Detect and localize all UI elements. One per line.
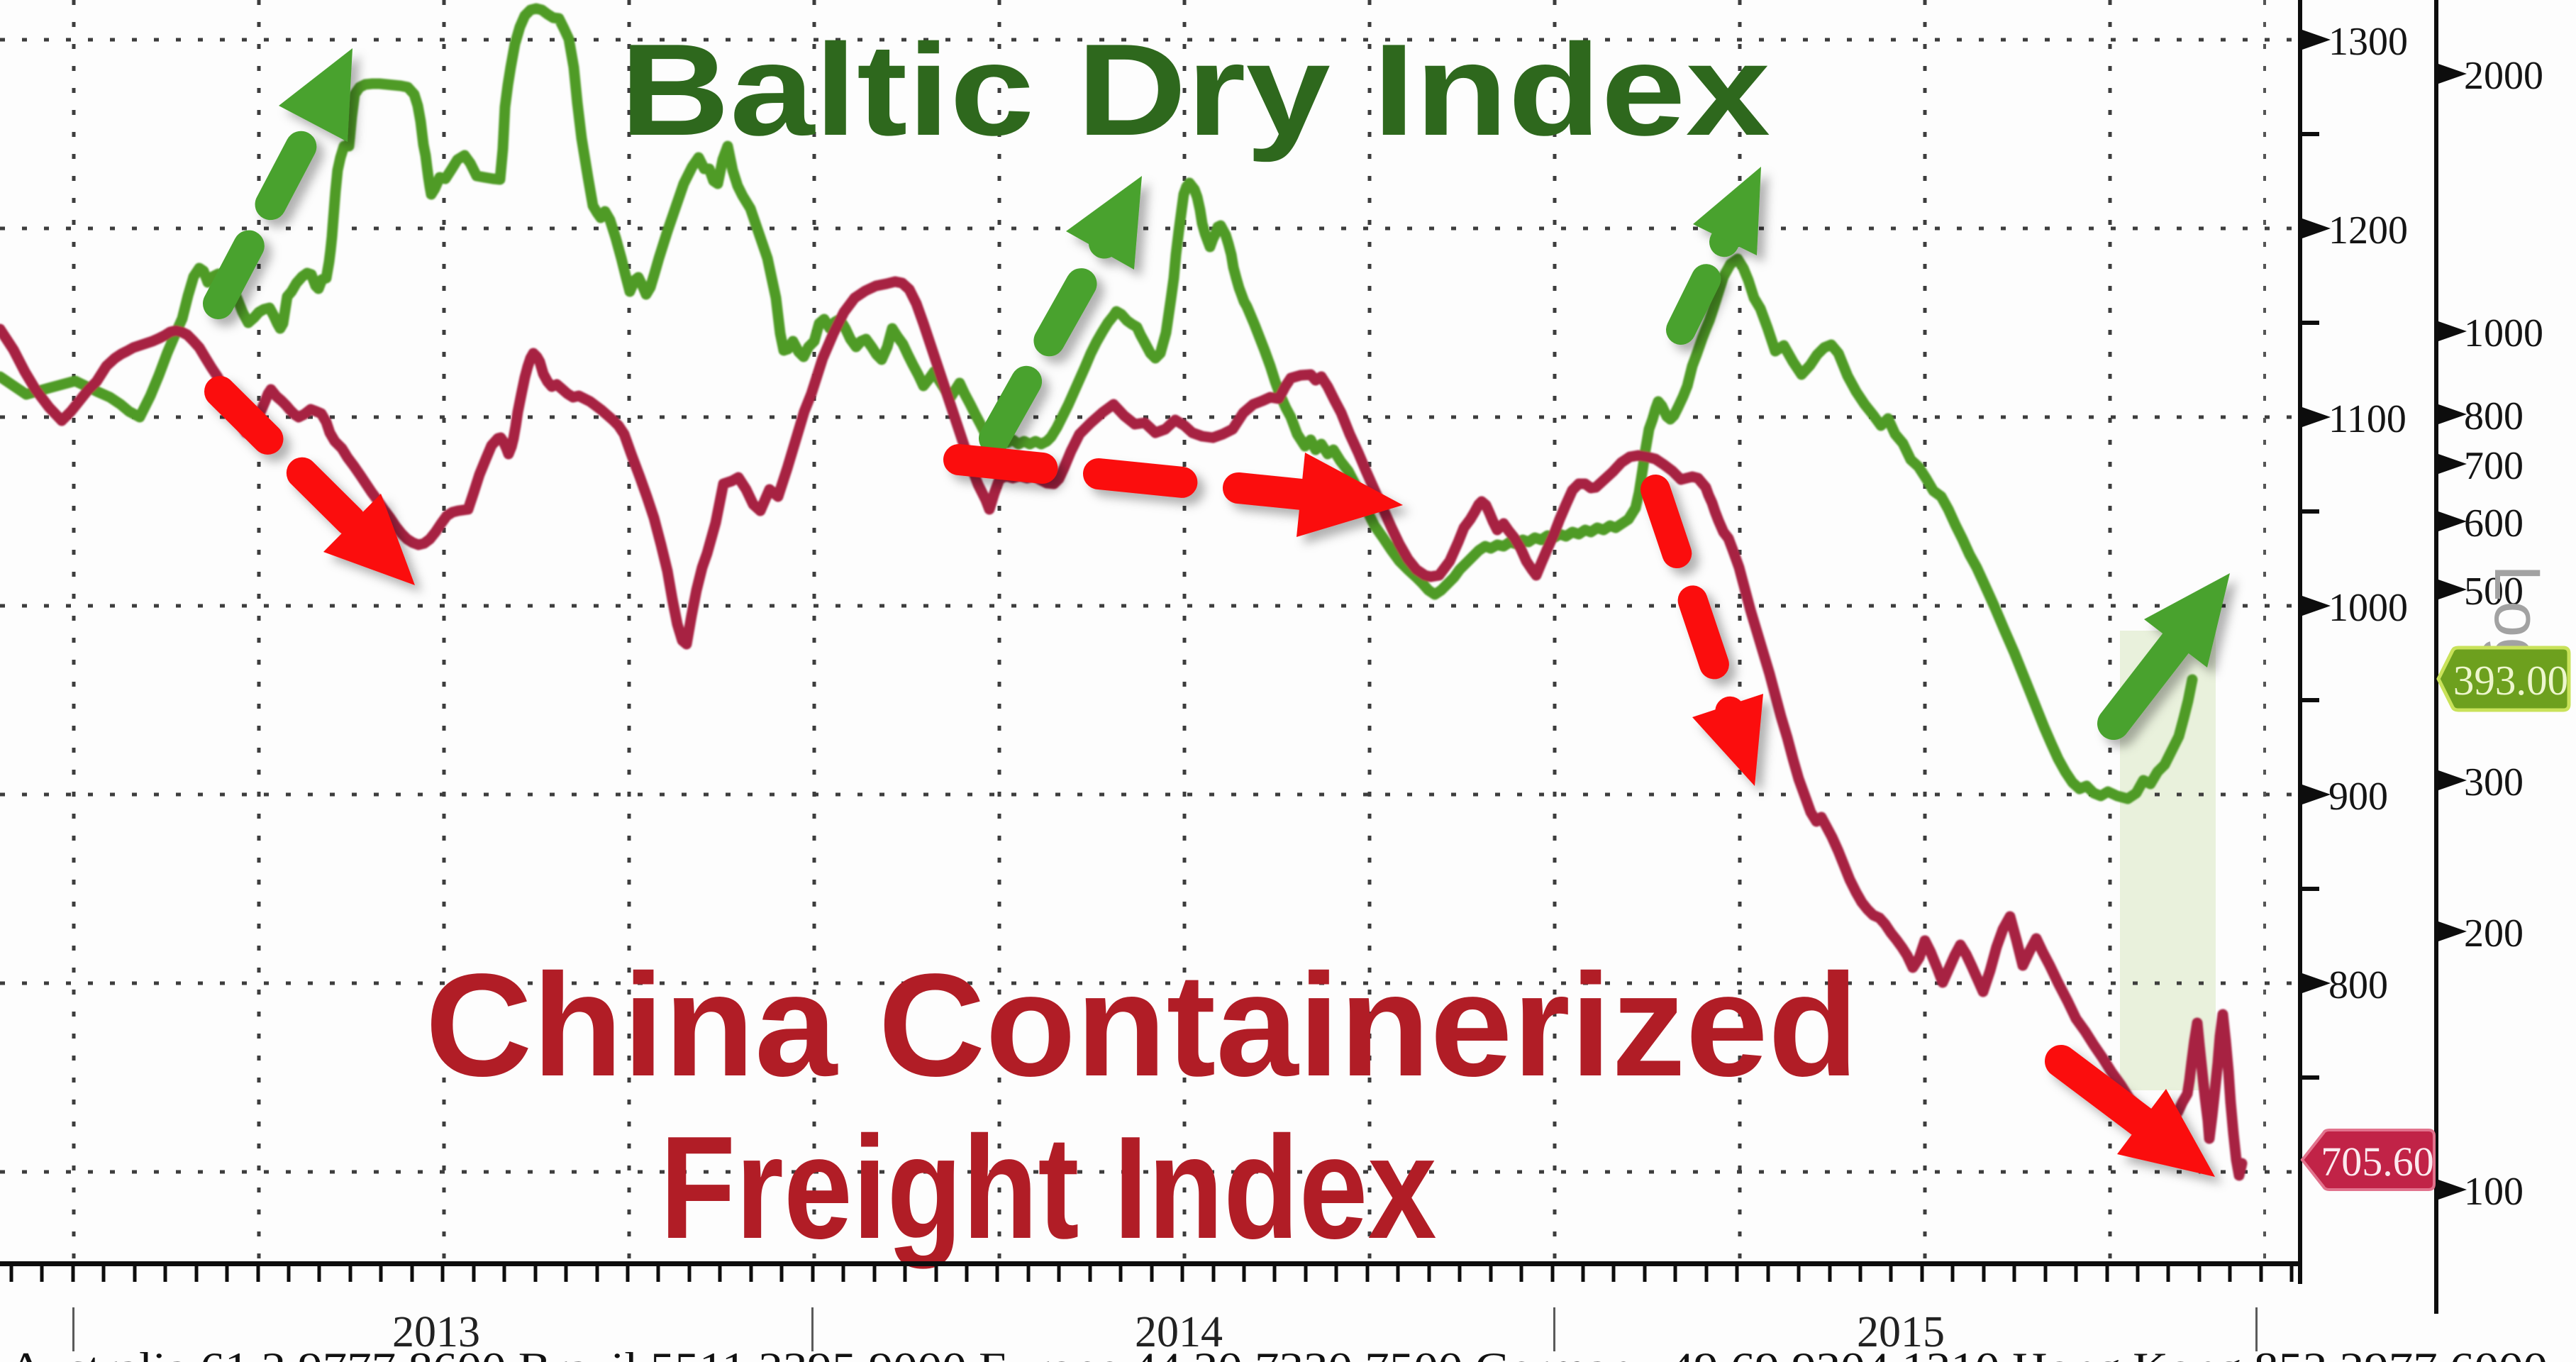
svg-text:1100: 1100	[2328, 397, 2406, 441]
svg-text:1200: 1200	[2328, 209, 2408, 253]
svg-text:700: 700	[2464, 444, 2524, 488]
svg-text:1300: 1300	[2328, 20, 2408, 64]
svg-text:800: 800	[2328, 963, 2388, 1007]
svg-text:Freight Index: Freight Index	[660, 1106, 1437, 1269]
svg-text:1000: 1000	[2464, 311, 2543, 355]
svg-text:China Containerized: China Containerized	[426, 943, 1859, 1107]
svg-text:2000: 2000	[2464, 54, 2543, 98]
svg-text:2013: 2013	[392, 1308, 480, 1356]
svg-text:100: 100	[2464, 1170, 2524, 1214]
svg-text:Australia 61 2 9777 8600 Brazi: Australia 61 2 9777 8600 Brazil 5511 239…	[9, 1344, 2548, 1362]
svg-text:300: 300	[2464, 760, 2524, 804]
svg-text:393.00: 393.00	[2453, 657, 2568, 704]
svg-text:2015: 2015	[1857, 1308, 1945, 1356]
svg-text:2014: 2014	[1135, 1308, 1223, 1356]
svg-text:900: 900	[2328, 775, 2388, 819]
svg-text:1000: 1000	[2328, 586, 2408, 630]
svg-text:500: 500	[2464, 570, 2524, 614]
svg-text:705.60: 705.60	[2321, 1139, 2434, 1185]
svg-text:Baltic Dry Index: Baltic Dry Index	[620, 16, 1770, 162]
svg-text:600: 600	[2464, 502, 2524, 546]
svg-text:200: 200	[2464, 912, 2524, 956]
svg-text:800: 800	[2464, 394, 2524, 438]
